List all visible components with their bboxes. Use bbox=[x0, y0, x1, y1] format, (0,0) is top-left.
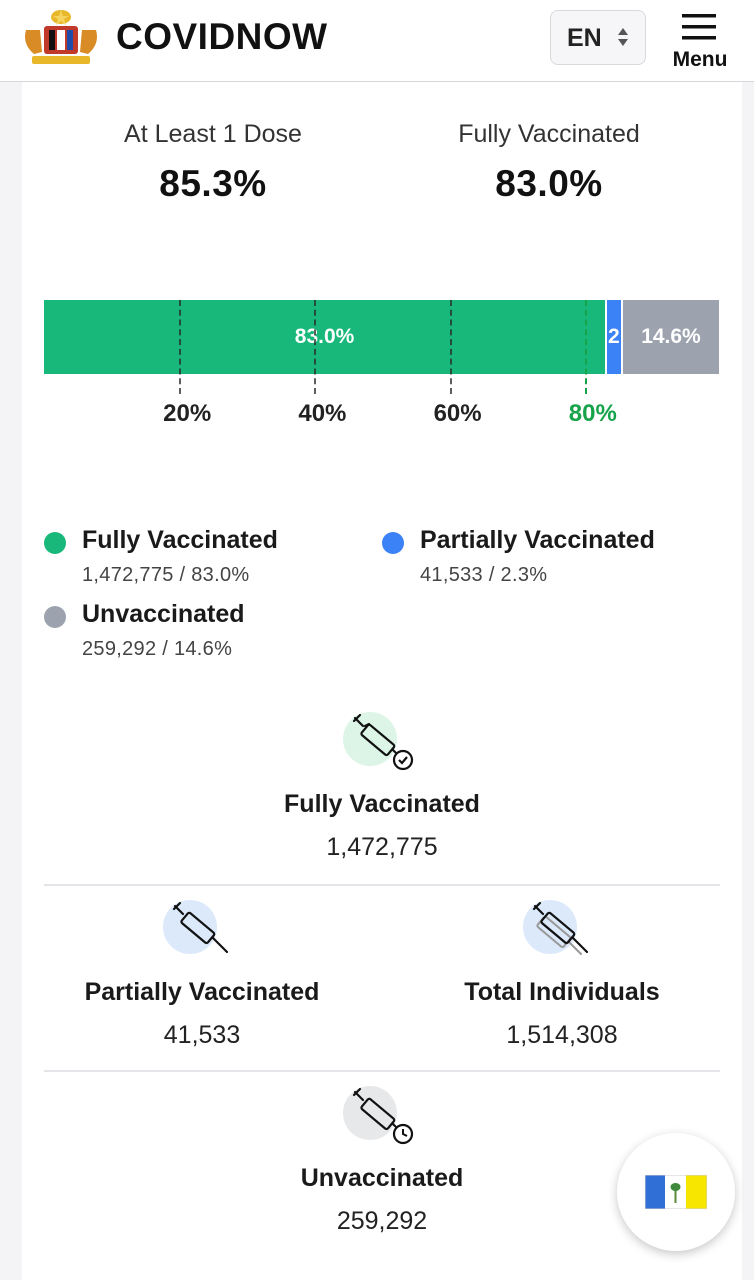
tick-line bbox=[449, 300, 452, 394]
legend-value: 1,472,775 / 83.0% bbox=[82, 564, 250, 586]
dose-value: 83.0% bbox=[495, 163, 603, 204]
stat-partially-vaccinated: Partially Vaccinated 41,533 bbox=[22, 900, 382, 1050]
legend-value: 259,292 / 14.6% bbox=[82, 638, 233, 660]
dose-value: 85.3% bbox=[159, 163, 267, 204]
tick-label: 40% bbox=[298, 400, 347, 427]
top-bar: COVIDNOW EN Menu bbox=[0, 0, 754, 82]
legend-dot bbox=[44, 606, 66, 628]
stat-total-individuals: Total Individuals 1,514,308 bbox=[382, 900, 742, 1050]
divider bbox=[44, 884, 720, 886]
legend-dot bbox=[382, 532, 404, 554]
stat-fully-vaccinated: Fully Vaccinated 1,472,775 bbox=[182, 712, 582, 862]
syringe-icon bbox=[172, 901, 229, 954]
brand-title[interactable]: COVIDNOW bbox=[116, 16, 328, 57]
language-value: EN bbox=[567, 24, 602, 52]
tick-line bbox=[584, 300, 587, 394]
language-select[interactable]: EN bbox=[550, 10, 646, 65]
state-flag-icon bbox=[645, 1175, 707, 1209]
hamburger-icon bbox=[682, 14, 716, 40]
dose-label: Fully Vaccinated bbox=[458, 120, 640, 148]
divider bbox=[44, 1070, 720, 1072]
bar-segment-label: 83.0% bbox=[294, 325, 355, 348]
bar-segment-unvaccinated[interactable] bbox=[622, 300, 720, 374]
legend-name: Unvaccinated bbox=[82, 600, 245, 628]
syringe-clock-icon bbox=[352, 1087, 414, 1145]
legend-name: Fully Vaccinated bbox=[82, 526, 278, 554]
stat-name: Total Individuals bbox=[464, 978, 660, 1006]
stat-value: 259,292 bbox=[336, 1207, 428, 1235]
stat-icon-wrap bbox=[163, 900, 241, 970]
stat-value: 1,472,775 bbox=[326, 833, 438, 861]
stat-unvaccinated: Unvaccinated 259,292 bbox=[182, 1086, 582, 1236]
state-selector-button[interactable] bbox=[617, 1133, 735, 1251]
legend-name: Partially Vaccinated bbox=[420, 526, 655, 554]
stat-name: Fully Vaccinated bbox=[284, 790, 480, 818]
stat-icon-wrap bbox=[523, 900, 601, 970]
bar-segment-partially-vaccinated[interactable] bbox=[607, 300, 621, 374]
stat-value: 1,514,308 bbox=[506, 1021, 618, 1049]
select-caret-icon bbox=[618, 28, 628, 46]
legend-dot bbox=[44, 532, 66, 554]
at-least-one-dose: At Least 1 Dose 85.3% bbox=[58, 120, 368, 205]
fully-vaccinated-dose: Fully Vaccinated 83.0% bbox=[394, 120, 704, 205]
tick-label: 80% bbox=[568, 400, 617, 427]
coat-of-arms-icon[interactable] bbox=[20, 8, 102, 68]
tick-line bbox=[314, 300, 317, 394]
syringe-check-icon bbox=[352, 713, 414, 771]
menu-button[interactable]: Menu bbox=[662, 10, 738, 74]
stat-name: Partially Vaccinated bbox=[84, 978, 320, 1006]
stat-value: 41,533 bbox=[163, 1021, 241, 1049]
stat-icon-wrap bbox=[343, 1086, 421, 1156]
bar-segment-fully-vaccinated[interactable] bbox=[44, 300, 606, 374]
bar-segment-label: 14.6% bbox=[641, 325, 701, 348]
bar-segment-label: 2 bbox=[608, 325, 620, 348]
tick-line bbox=[179, 300, 182, 394]
vaccination-stacked-bar: 83.0% 2 14.6% bbox=[44, 300, 720, 374]
vaccination-card: At Least 1 Dose 85.3% Fully Vaccinated 8… bbox=[22, 82, 742, 1280]
dose-label: At Least 1 Dose bbox=[124, 120, 302, 148]
menu-label: Menu bbox=[672, 48, 728, 71]
stat-icon-wrap bbox=[343, 712, 421, 782]
syringe-stack-icon bbox=[532, 901, 589, 955]
tick-label: 20% bbox=[163, 400, 212, 427]
legend-value: 41,533 / 2.3% bbox=[420, 564, 548, 586]
stat-name: Unvaccinated bbox=[300, 1164, 464, 1192]
tick-label: 60% bbox=[433, 400, 482, 427]
